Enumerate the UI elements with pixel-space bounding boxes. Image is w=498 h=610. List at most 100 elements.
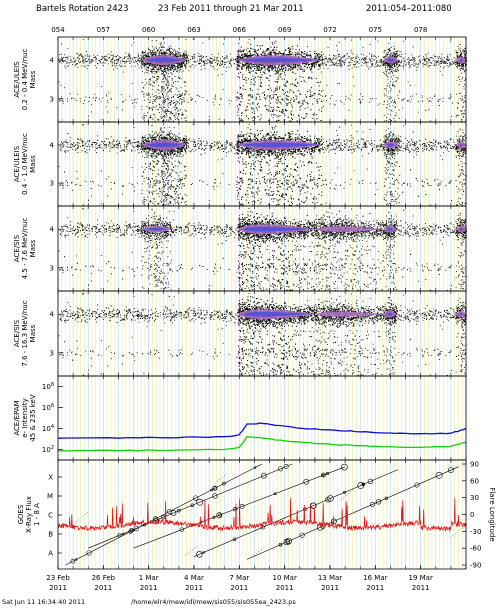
data-point [164, 68, 166, 69]
data-point [155, 54, 157, 56]
data-point [453, 62, 455, 63]
data-point [147, 63, 149, 65]
data-point [135, 60, 136, 62]
data-point [294, 64, 296, 66]
data-point [153, 49, 155, 51]
data-point [129, 55, 131, 57]
data-point [381, 64, 383, 66]
data-point [239, 104, 241, 106]
data-point [94, 93, 96, 95]
data-point [404, 60, 405, 62]
data-point [230, 59, 232, 61]
data-point [181, 99, 183, 101]
data-point [107, 59, 109, 61]
data-point [157, 89, 159, 90]
data-point [394, 56, 395, 58]
data-point [169, 48, 170, 50]
data-point [92, 97, 94, 99]
data-point [137, 53, 139, 55]
data-point [295, 49, 297, 50]
data-point [194, 56, 196, 58]
data-point [356, 56, 358, 58]
data-point [348, 62, 350, 64]
data-point [379, 59, 381, 61]
data-point [67, 100, 68, 102]
data-point [150, 68, 152, 70]
data-point [303, 71, 305, 72]
data-point [111, 65, 113, 67]
data-point [163, 52, 165, 54]
data-point [357, 62, 359, 63]
data-point [348, 55, 350, 57]
data-point [94, 57, 95, 59]
data-point [281, 103, 283, 105]
data-point [361, 65, 363, 66]
data-point [336, 62, 338, 64]
data-point [185, 66, 187, 68]
data-point [375, 65, 377, 67]
data-point [195, 61, 197, 63]
data-point [311, 67, 313, 69]
data-point [163, 53, 164, 55]
data-point [82, 60, 83, 62]
data-point [61, 53, 62, 55]
data-point [83, 39, 84, 41]
data-point [175, 54, 177, 56]
data-point [444, 56, 445, 58]
data-point [183, 101, 185, 103]
data-point [447, 59, 449, 61]
data-point [443, 67, 444, 69]
data-point [413, 60, 415, 62]
data-point [301, 100, 303, 101]
data-point [403, 63, 405, 65]
data-point [321, 71, 322, 73]
data-point [75, 63, 77, 65]
data-point [251, 90, 253, 91]
data-point [154, 66, 155, 68]
data-point [172, 113, 174, 114]
data-point [225, 57, 227, 59]
data-point [181, 117, 182, 119]
data-point [313, 98, 315, 99]
data-point [100, 101, 102, 103]
data-point [65, 67, 66, 69]
data-point [191, 55, 193, 57]
data-point [162, 94, 163, 96]
data-point [170, 100, 172, 101]
data-point [403, 40, 405, 42]
data-point [81, 55, 83, 56]
data-point [152, 75, 154, 77]
data-point [159, 66, 161, 68]
data-point [75, 100, 77, 101]
data-point [414, 65, 416, 67]
data-point [143, 57, 145, 59]
data-point [178, 48, 180, 50]
data-point [185, 61, 187, 62]
data-point [440, 59, 442, 61]
data-point [79, 100, 81, 102]
data-point [375, 62, 377, 64]
data-point [110, 99, 112, 100]
data-point [254, 117, 256, 118]
data-point [146, 55, 147, 57]
data-point [366, 64, 367, 66]
data-point [314, 62, 316, 64]
data-point [215, 95, 216, 97]
data-point [88, 115, 89, 117]
data-point [321, 60, 323, 61]
data-point [431, 57, 433, 59]
data-point [457, 114, 459, 116]
data-point [402, 65, 404, 66]
data-point [199, 96, 201, 97]
data-point [343, 62, 345, 64]
data-point [237, 58, 239, 60]
data-point [178, 96, 180, 98]
data-point [73, 98, 75, 100]
data-point [364, 57, 366, 58]
data-point [153, 47, 155, 49]
data-point [122, 61, 124, 62]
data-point [436, 61, 438, 63]
data-point [110, 54, 112, 56]
data-point [122, 59, 124, 61]
data-point [178, 64, 180, 66]
